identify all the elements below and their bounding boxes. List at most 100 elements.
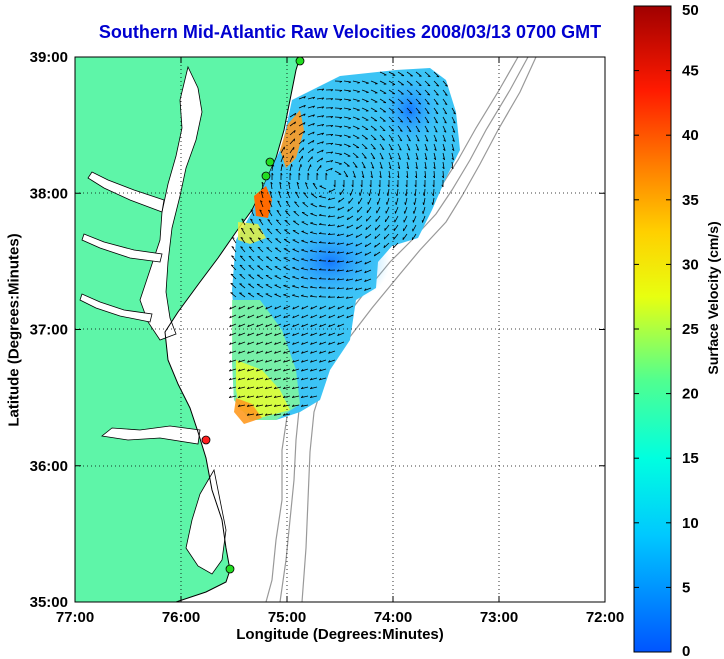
velocity-vector <box>433 170 436 179</box>
velocity-vector-head <box>388 166 392 169</box>
velocity-vector-head <box>444 112 447 115</box>
velocity-vector-head <box>301 285 304 287</box>
velocity-vector-head <box>348 127 351 129</box>
velocity-vector-head <box>432 184 435 188</box>
velocity-vector <box>274 305 282 310</box>
velocity-vector-head <box>321 124 325 127</box>
velocity-vector <box>327 233 336 236</box>
velocity-vector-head <box>368 193 370 196</box>
velocity-vector-head <box>301 306 304 310</box>
velocity-vector-head <box>361 175 365 179</box>
velocity-vector <box>292 248 300 253</box>
velocity-vector <box>310 241 318 244</box>
velocity-vector <box>364 251 372 256</box>
velocity-vector <box>396 188 399 196</box>
velocity-vector <box>432 197 435 205</box>
velocity-vector <box>347 206 354 212</box>
colorbar-tick-label: 40 <box>682 127 699 144</box>
velocity-vector <box>319 323 327 328</box>
velocity-vector-head <box>351 184 354 188</box>
velocity-vector <box>284 229 291 235</box>
velocity-vector-head <box>265 351 268 354</box>
x-axis-ticks: 77:00 76:00 75:00 74:00 73:00 72:00 <box>56 57 624 626</box>
velocity-vector <box>358 197 363 205</box>
velocity-vector <box>274 404 282 407</box>
velocity-vector <box>283 314 291 319</box>
velocity-vector <box>319 205 327 208</box>
station-marker <box>295 57 305 66</box>
velocity-vector-head <box>397 166 401 170</box>
velocity-vector <box>352 143 360 149</box>
velocity-vector <box>346 305 354 310</box>
velocity-vector <box>325 151 333 154</box>
velocity-vector-head <box>346 217 349 220</box>
velocity-vector-head <box>247 360 250 363</box>
velocity-vector-head <box>265 306 268 310</box>
velocity-vector <box>361 116 369 121</box>
velocity-vector-head <box>408 121 412 123</box>
albemarle-sound <box>101 425 201 445</box>
velocity-vector <box>337 269 345 272</box>
velocity-vector-head <box>379 175 382 179</box>
velocity-vector <box>265 413 273 416</box>
velocity-vector <box>283 395 291 398</box>
velocity-vector-head <box>279 181 282 185</box>
velocity-vector-head <box>423 184 426 188</box>
velocity-vector <box>397 116 404 123</box>
velocity-vector-head <box>354 166 358 168</box>
velocity-vector <box>361 89 369 93</box>
velocity-vector-head <box>330 125 334 128</box>
colorbar-tick-label: 5 <box>682 579 690 596</box>
velocity-vector-head <box>258 218 262 221</box>
velocity-vector-head <box>318 241 322 243</box>
velocity-vector-head <box>282 377 286 381</box>
velocity-vector <box>414 188 417 197</box>
velocity-vector-head <box>321 141 324 144</box>
velocity-vector <box>346 233 354 238</box>
x-tick-label: 75:00 <box>268 609 306 626</box>
velocity-vector-head <box>318 204 322 207</box>
velocity-vector <box>307 148 314 154</box>
velocity-vector <box>442 89 448 96</box>
velocity-vector-head <box>346 243 349 246</box>
velocity-vector <box>274 266 282 271</box>
velocity-vector <box>451 152 454 160</box>
velocity-vector <box>424 134 429 142</box>
velocity-vector <box>283 350 291 354</box>
velocity-vector-head <box>273 413 277 416</box>
velocity-vector <box>247 413 255 416</box>
velocity-vector-head <box>398 148 402 151</box>
velocity-vector-head <box>301 276 304 278</box>
velocity-vector-head <box>357 82 360 84</box>
velocity-vector <box>316 123 324 127</box>
velocity-vector <box>379 125 386 132</box>
velocity-vector <box>422 215 426 223</box>
velocity-vector <box>397 71 405 77</box>
velocity-vector <box>328 341 336 345</box>
velocity-vector <box>283 386 291 390</box>
velocity-vector <box>294 201 300 208</box>
velocity-vector-head <box>265 315 268 319</box>
velocity-vector-head <box>282 413 286 416</box>
velocity-vector <box>442 143 446 151</box>
velocity-vector <box>355 251 363 256</box>
velocity-vector <box>319 341 327 345</box>
velocity-vector <box>424 89 431 96</box>
velocity-vector <box>343 89 351 92</box>
velocity-vector-head <box>348 108 351 111</box>
velocity-vector <box>379 107 386 113</box>
velocity-vector <box>266 237 273 244</box>
velocity-vector-head <box>247 351 250 354</box>
velocity-vector-head <box>274 315 277 319</box>
velocity-vector-head <box>364 288 367 291</box>
velocity-vector <box>375 224 381 231</box>
velocity-vector <box>370 98 378 103</box>
velocity-vector <box>283 341 291 345</box>
velocity-vector-head <box>283 360 286 363</box>
velocity-vector <box>250 218 255 226</box>
velocity-vector <box>230 292 237 298</box>
velocity-vector <box>370 125 377 131</box>
velocity-vector-head <box>417 130 420 133</box>
velocity-vector <box>301 305 309 310</box>
